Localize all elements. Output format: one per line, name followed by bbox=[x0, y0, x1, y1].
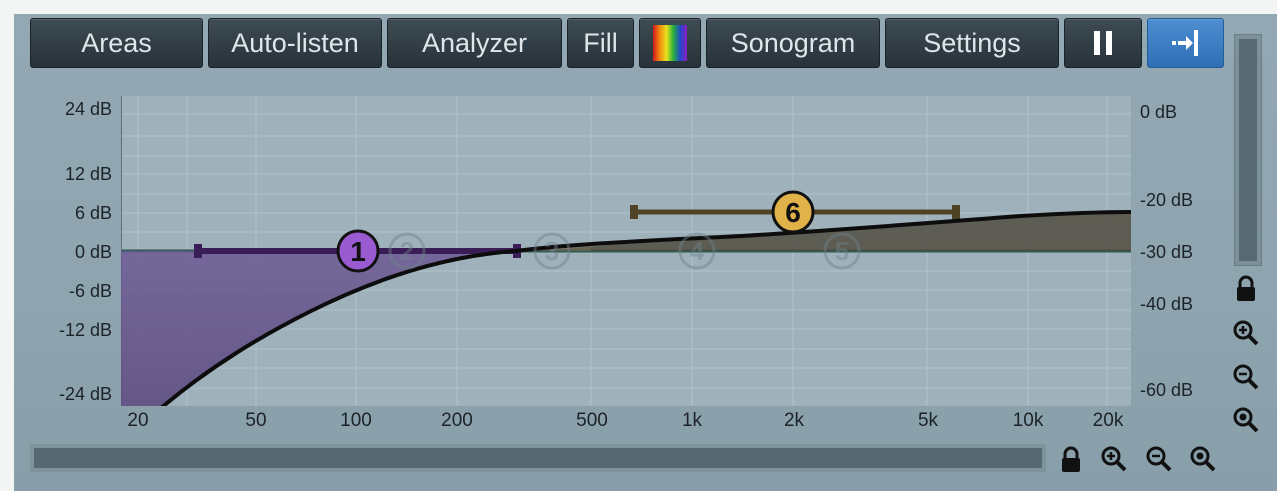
zoom-in-icon[interactable] bbox=[1099, 444, 1129, 474]
analyzer-db-label: 0 dB bbox=[1140, 102, 1178, 122]
snap-to-end-icon bbox=[1172, 30, 1198, 56]
lock-icon[interactable] bbox=[1231, 274, 1261, 304]
gain-tick-label: 0 dB bbox=[74, 242, 112, 262]
svg-text:2: 2 bbox=[400, 236, 414, 266]
freq-tick-label: 20 bbox=[127, 410, 149, 431]
lock-icon[interactable] bbox=[1056, 445, 1086, 475]
freq-tick-label: 20k bbox=[1092, 410, 1124, 431]
zoom-in-icon[interactable] bbox=[1231, 318, 1261, 348]
analyzer-db-label: -20 dB bbox=[1140, 190, 1194, 210]
freq-tick-label: 100 bbox=[340, 410, 372, 431]
color-palette-button[interactable] bbox=[639, 18, 701, 68]
settings-button[interactable]: Settings bbox=[885, 18, 1059, 68]
eq-graph[interactable]: 2 3 4 5 1 6 bbox=[121, 96, 1131, 406]
band-2-marker[interactable]: 2 bbox=[388, 232, 426, 270]
sonogram-button[interactable]: Sonogram bbox=[706, 18, 880, 68]
zoom-out-icon[interactable] bbox=[1144, 444, 1174, 474]
freq-tick-label: 5k bbox=[917, 410, 939, 431]
freq-tick-label: 500 bbox=[576, 410, 608, 431]
analyzer-db-label: -30 dB bbox=[1140, 242, 1194, 262]
fill-button[interactable]: Fill bbox=[567, 18, 634, 68]
zoom-reset-icon[interactable] bbox=[1231, 405, 1261, 435]
svg-text:4: 4 bbox=[690, 236, 705, 266]
gain-tick-label: 6 dB bbox=[74, 203, 112, 223]
eq-response-curve bbox=[160, 210, 1131, 406]
freq-tick-label: 50 bbox=[245, 410, 267, 431]
freq-tick-label: 1k bbox=[681, 410, 703, 431]
zoom-reset-icon[interactable] bbox=[1188, 444, 1218, 474]
svg-text:6: 6 bbox=[785, 197, 801, 228]
analyzer-button[interactable]: Analyzer bbox=[387, 18, 562, 68]
svg-text:1: 1 bbox=[350, 236, 366, 267]
gain-tick-label: 24 dB bbox=[64, 99, 112, 119]
analyzer-db-label: -60 dB bbox=[1140, 380, 1194, 400]
zoom-out-icon[interactable] bbox=[1231, 362, 1261, 392]
auto-listen-button[interactable]: Auto-listen bbox=[208, 18, 382, 68]
gain-tick-label: -12 dB bbox=[58, 320, 112, 340]
gain-tick-label: -6 dB bbox=[68, 281, 112, 301]
pause-button[interactable] bbox=[1064, 18, 1142, 68]
freq-tick-label: 2k bbox=[783, 410, 805, 431]
horizontal-range-scrollbar[interactable] bbox=[30, 444, 1046, 472]
svg-text:3: 3 bbox=[545, 236, 559, 266]
band-5-marker[interactable]: 5 bbox=[823, 232, 861, 270]
vertical-range-handle[interactable] bbox=[1239, 39, 1257, 261]
gain-tick-label: -24 dB bbox=[58, 384, 112, 404]
svg-text:5: 5 bbox=[835, 236, 849, 266]
analyzer-db-label: -40 dB bbox=[1140, 294, 1194, 314]
areas-button[interactable]: Areas bbox=[30, 18, 203, 68]
band-6-marker[interactable]: 6 bbox=[771, 190, 815, 234]
pause-icon bbox=[1094, 31, 1112, 55]
horizontal-range-handle[interactable] bbox=[34, 448, 1042, 468]
freq-tick-label: 10k bbox=[1012, 410, 1044, 431]
vertical-range-scrollbar[interactable] bbox=[1234, 34, 1262, 266]
freq-tick-label: 200 bbox=[441, 410, 473, 431]
band-1-marker[interactable]: 1 bbox=[336, 229, 380, 273]
gain-tick-label: 12 dB bbox=[64, 164, 112, 184]
color-palette-icon bbox=[653, 25, 687, 61]
snap-to-end-button[interactable] bbox=[1147, 18, 1224, 68]
band-3-marker[interactable]: 3 bbox=[533, 232, 571, 270]
band-1-area bbox=[121, 251, 516, 406]
band-4-marker[interactable]: 4 bbox=[678, 232, 716, 270]
